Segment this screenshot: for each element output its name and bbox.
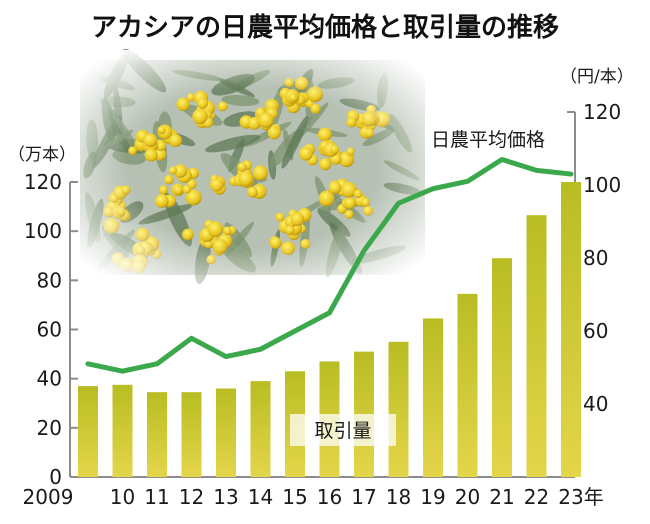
left-tick-label: 80	[37, 268, 62, 292]
x-tick-label: 11	[144, 485, 169, 509]
volume-bar	[561, 182, 581, 477]
price-line-layer	[85, 156, 574, 374]
mimosa-photo	[70, 48, 435, 285]
right-tick-label: 60	[583, 319, 608, 343]
left-tick-label: 100	[24, 219, 62, 243]
x-tick-label: 13	[213, 485, 238, 509]
x-tick-label: 20	[455, 485, 480, 509]
x-tick-label: 23年	[558, 485, 603, 509]
x-tick-label: 17	[351, 485, 376, 509]
left-tick-label: 60	[37, 318, 62, 342]
right-axis-unit: （円/本）	[560, 67, 634, 87]
left-axis-ticks: 0 20 40 60 80 100 120	[24, 170, 78, 489]
left-tick-label: 120	[24, 170, 62, 194]
volume-bar	[423, 318, 443, 477]
x-tick-label: 14	[248, 485, 273, 509]
left-tick-label: 20	[37, 416, 62, 440]
volume-bar	[388, 341, 409, 477]
x-tick-label: 16	[317, 485, 342, 509]
x-tick-label: 2009	[23, 485, 74, 509]
volume-label-bg	[290, 414, 396, 446]
right-tick-label: 80	[583, 246, 608, 270]
volume-bar	[492, 258, 512, 477]
right-tick-label: 40	[583, 392, 608, 416]
volume-bar	[78, 386, 98, 477]
x-tick-label: 12	[179, 485, 204, 509]
volume-bar	[457, 293, 478, 477]
x-tick-label: 18	[386, 485, 411, 509]
volume-series-label: 取引量	[314, 420, 371, 442]
left-axis-unit: （万本）	[8, 145, 76, 165]
x-tick-label: 21	[489, 485, 514, 509]
volume-bar	[216, 388, 236, 477]
right-tick-label: 100	[583, 173, 621, 197]
left-tick-label: 40	[37, 367, 62, 391]
x-tick-label: 15	[282, 485, 307, 509]
left-tick-label: 0	[49, 465, 62, 489]
volume-bar	[181, 392, 202, 477]
volume-bar	[147, 392, 167, 477]
x-tick-label: 10	[110, 485, 135, 509]
right-tick-label: 120	[583, 100, 621, 124]
volume-bar	[112, 384, 133, 477]
chart-title: アカシアの日農平均価格と取引量の推移	[91, 12, 559, 43]
x-tick-label: 22	[524, 485, 549, 509]
x-tick-label: 19	[420, 485, 445, 509]
volume-bar	[526, 215, 547, 477]
price-series-label: 日農平均価格	[431, 129, 545, 151]
volume-bar	[250, 381, 271, 477]
x-axis-ticks: 2009 10 11 12 13 14 15 16 17 18 19 20 21 22 23年	[23, 485, 604, 509]
